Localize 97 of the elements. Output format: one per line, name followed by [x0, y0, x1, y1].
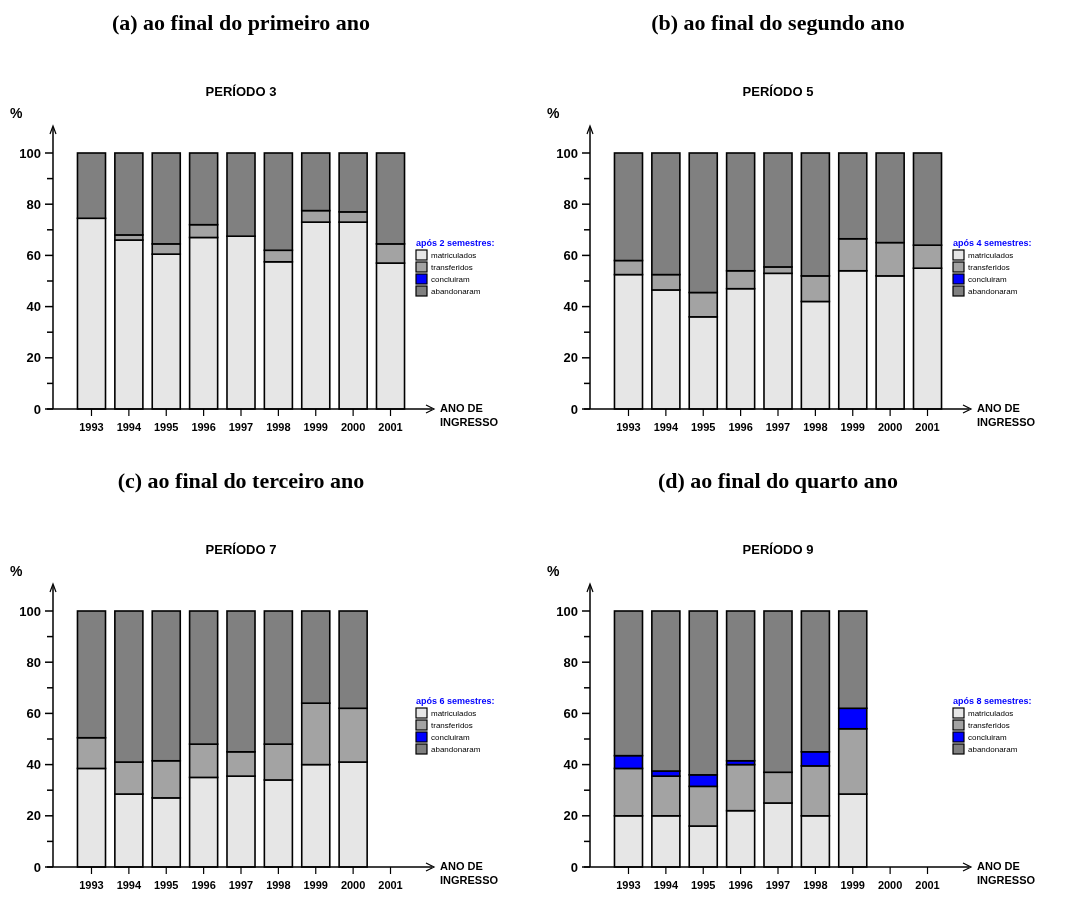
x-tick-label: 1997 [228, 879, 254, 891]
legend-label: abandonaram [968, 287, 1018, 296]
y-tick-label: 0 [570, 859, 578, 875]
y-tick-label: 100 [19, 145, 41, 161]
x-tick-label: 1995 [691, 421, 716, 433]
y-tick-label: 40 [26, 299, 41, 315]
x-tick-label: 1993 [616, 879, 641, 891]
y-tick-label: 20 [563, 350, 578, 366]
legend-label: concluiram [431, 275, 471, 284]
x-axis-title: ANO DE INGRESSO [440, 860, 499, 886]
y-tick-label: 60 [563, 705, 578, 721]
y-tick-label: 80 [563, 654, 578, 670]
x-tick-label: 2000 [340, 421, 366, 433]
x-tick-label: 2001 [378, 879, 403, 891]
y-tick-label: 0 [33, 859, 41, 875]
x-tick-label: 1997 [228, 421, 254, 433]
x-tick-label: 1998 [803, 879, 828, 891]
y-axis-title: % [547, 563, 560, 579]
chart-subtitle: PERÍODO 9 [742, 542, 814, 557]
legend-label: transferidos [431, 721, 473, 730]
bar [725, 610, 756, 762]
x-tick-label: 1996 [191, 879, 216, 891]
y-axis-title: % [10, 563, 23, 579]
chart-title: (d) ao final do quarto ano [657, 468, 899, 493]
legend-label: matriculados [968, 251, 1014, 260]
x-tick-label: 1993 [79, 421, 104, 433]
x-tick-label: 2000 [877, 421, 903, 433]
x-tick-label: 1993 [79, 879, 104, 891]
x-axis-title: ANO DE INGRESSO [440, 402, 499, 428]
y-tick-label: 100 [19, 603, 41, 619]
legend-label: abandonaram [431, 287, 481, 296]
x-tick-label: 1998 [803, 421, 828, 433]
legend-label: concluiram [968, 733, 1008, 742]
y-tick-label: 60 [26, 247, 41, 263]
x-tick-label: 1994 [116, 421, 142, 433]
x-tick-label: 1995 [691, 879, 716, 891]
y-tick-label: 80 [26, 196, 41, 212]
x-tick-label: 1996 [728, 879, 753, 891]
y-tick-label: 40 [26, 757, 41, 773]
legend-label: matriculados [968, 709, 1014, 718]
y-tick-label: 20 [26, 350, 41, 366]
legend-label: abandonaram [968, 745, 1018, 754]
x-tick-label: 1997 [765, 879, 791, 891]
y-tick-label: 40 [563, 757, 578, 773]
x-tick-label: 2001 [915, 879, 940, 891]
x-axis-title: ANO DE INGRESSO [977, 402, 1036, 428]
y-tick-label: 60 [563, 247, 578, 263]
y-tick-label: 100 [556, 603, 578, 619]
legend-label: matriculados [431, 709, 477, 718]
legend-label: matriculados [431, 251, 477, 260]
y-axis-title: % [10, 105, 23, 121]
x-tick-label: 1999 [840, 879, 865, 891]
legend-label: abandonaram [431, 745, 481, 754]
chart-title: (c) ao final do terceiro ano [117, 468, 365, 493]
x-tick-label: 2001 [378, 421, 403, 433]
x-axis-title: ANO DE INGRESSO [977, 860, 1036, 886]
x-tick-label: 1999 [303, 879, 328, 891]
y-tick-label: 80 [563, 196, 578, 212]
y-tick-label: 60 [26, 705, 41, 721]
chart-subtitle: PERÍODO 3 [205, 84, 277, 99]
y-tick-label: 0 [570, 401, 578, 417]
x-tick-label: 1999 [303, 421, 328, 433]
y-tick-label: 40 [563, 299, 578, 315]
y-tick-label: 20 [563, 808, 578, 824]
y-tick-label: 80 [26, 654, 41, 670]
x-tick-label: 2001 [915, 421, 940, 433]
x-tick-label: 1996 [191, 421, 216, 433]
x-tick-label: 1993 [616, 421, 641, 433]
x-tick-label: 1998 [266, 421, 291, 433]
legend-title: após 8 semestres: [953, 696, 1032, 706]
legend-label: concluiram [968, 275, 1008, 284]
x-tick-label: 1999 [840, 421, 865, 433]
chart-subtitle: PERÍODO 5 [742, 84, 814, 99]
legend-label: transferidos [431, 263, 473, 272]
x-tick-label: 1995 [154, 879, 179, 891]
x-tick-label: 1994 [653, 421, 679, 433]
legend-label: transferidos [968, 263, 1010, 272]
y-tick-label: 20 [26, 808, 41, 824]
chart-subtitle: PERÍODO 7 [205, 542, 277, 557]
legend-title: após 4 semestres: [953, 238, 1032, 248]
x-tick-label: 1997 [765, 421, 791, 433]
legend-label: concluiram [431, 733, 471, 742]
y-axis-title: % [547, 105, 560, 121]
chart-title: (a) ao final do primeiro ano [111, 10, 371, 35]
x-tick-label: 1996 [728, 421, 753, 433]
x-tick-label: 1994 [653, 879, 679, 891]
x-tick-label: 1998 [266, 879, 291, 891]
y-tick-label: 0 [33, 401, 41, 417]
legend-title: após 2 semestres: [416, 238, 495, 248]
x-tick-label: 2000 [340, 879, 366, 891]
chart-title: (b) ao final do segundo ano [651, 10, 905, 35]
legend-label: transferidos [968, 721, 1010, 730]
x-tick-label: 1994 [116, 879, 142, 891]
y-tick-label: 100 [556, 145, 578, 161]
x-tick-label: 2000 [877, 879, 903, 891]
legend-title: após 6 semestres: [416, 696, 495, 706]
x-tick-label: 1995 [154, 421, 179, 433]
